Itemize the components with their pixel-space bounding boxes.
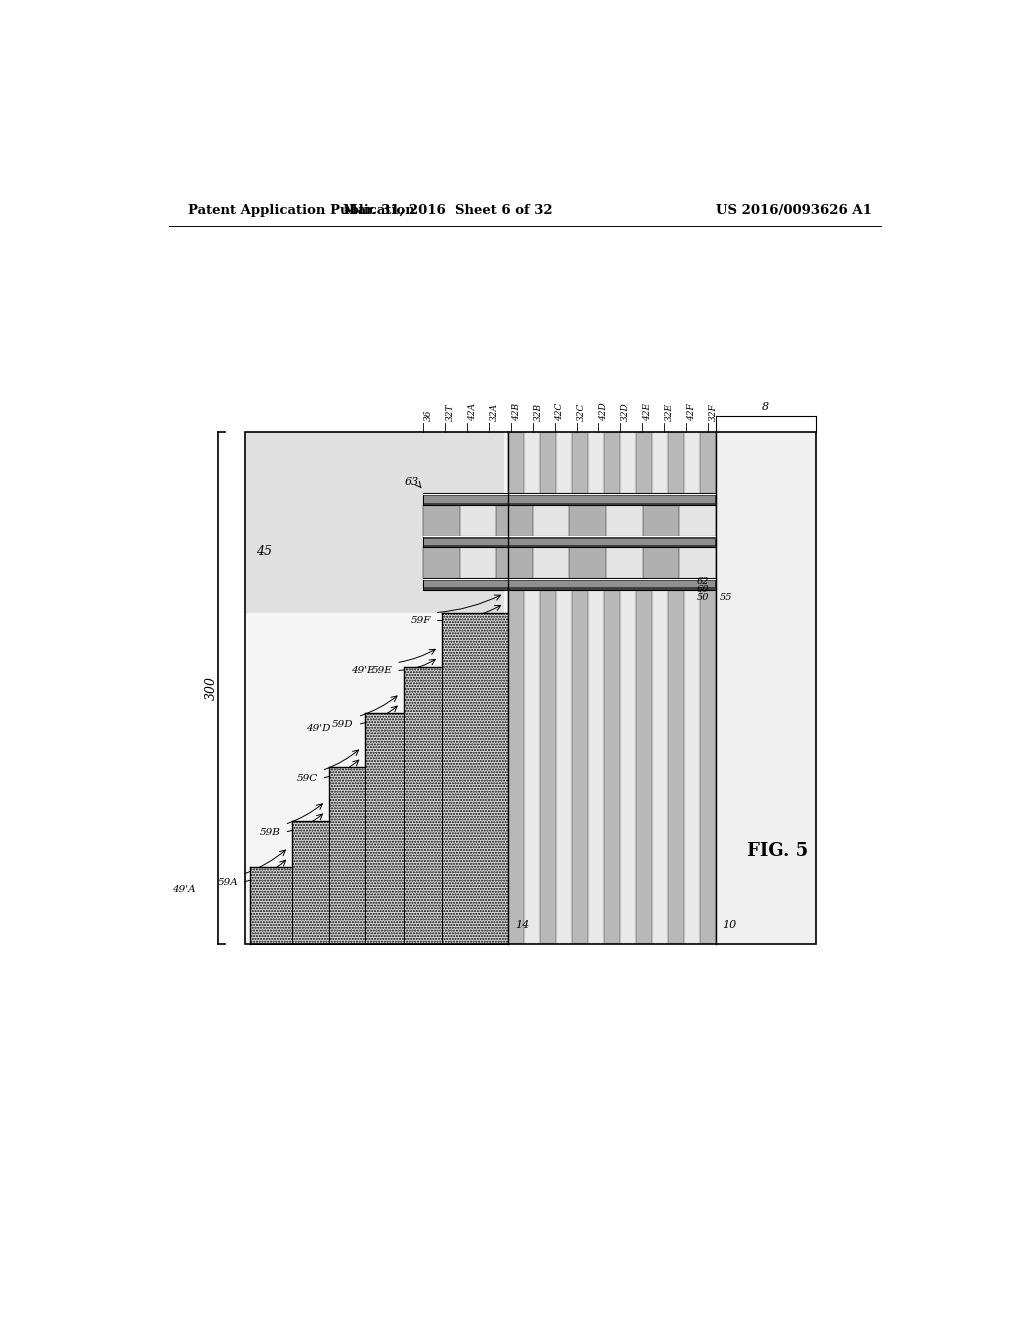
- Bar: [423, 494, 716, 506]
- Text: 49'D: 49'D: [306, 723, 331, 733]
- Bar: [442, 612, 508, 944]
- Text: 59E: 59E: [372, 667, 392, 675]
- Text: 42E: 42E: [643, 403, 652, 421]
- Text: 42F: 42F: [687, 403, 696, 421]
- Text: 32C: 32C: [578, 403, 587, 421]
- Bar: [292, 821, 330, 944]
- Text: 55: 55: [720, 593, 732, 602]
- Text: FIG. 5: FIG. 5: [746, 842, 808, 861]
- Bar: [424, 539, 715, 545]
- Bar: [245, 432, 508, 944]
- Text: 60: 60: [697, 585, 710, 594]
- Text: Mar. 31, 2016  Sheet 6 of 32: Mar. 31, 2016 Sheet 6 of 32: [343, 205, 553, 218]
- Bar: [508, 432, 524, 944]
- Text: 36: 36: [424, 409, 433, 421]
- Bar: [423, 548, 460, 578]
- Bar: [679, 506, 716, 536]
- Bar: [652, 432, 668, 944]
- Text: 32B: 32B: [534, 403, 543, 421]
- Bar: [366, 713, 403, 944]
- Bar: [403, 667, 442, 944]
- Bar: [684, 432, 699, 944]
- Bar: [497, 506, 532, 536]
- Bar: [643, 548, 679, 578]
- Bar: [245, 432, 816, 944]
- Text: 32A: 32A: [489, 403, 499, 421]
- Text: 8: 8: [762, 401, 769, 412]
- Text: 32D: 32D: [622, 403, 630, 421]
- Text: 300: 300: [205, 676, 218, 700]
- Bar: [679, 548, 716, 578]
- Bar: [556, 432, 571, 944]
- Text: 32T: 32T: [445, 404, 455, 421]
- Bar: [423, 578, 716, 590]
- Text: 32E: 32E: [665, 403, 674, 421]
- Text: 59B: 59B: [260, 828, 281, 837]
- Bar: [699, 432, 716, 944]
- Bar: [571, 432, 588, 944]
- Bar: [532, 548, 569, 578]
- Text: 63: 63: [406, 478, 419, 487]
- Text: 42C: 42C: [555, 403, 564, 421]
- Bar: [424, 581, 715, 587]
- Text: 50: 50: [697, 593, 710, 602]
- Bar: [540, 432, 556, 944]
- Text: 42B: 42B: [512, 403, 520, 421]
- Text: 62: 62: [697, 577, 710, 586]
- Bar: [606, 506, 643, 536]
- Bar: [532, 506, 569, 536]
- Text: 59C: 59C: [296, 774, 317, 783]
- Bar: [424, 496, 715, 503]
- Bar: [460, 548, 497, 578]
- Bar: [423, 536, 716, 548]
- Bar: [668, 432, 684, 944]
- Text: 42A: 42A: [468, 403, 477, 421]
- Bar: [636, 432, 652, 944]
- Text: 49'E: 49'E: [351, 667, 375, 675]
- Bar: [524, 432, 540, 944]
- Bar: [330, 767, 366, 944]
- Text: 59D: 59D: [332, 719, 354, 729]
- FancyArrowPatch shape: [712, 583, 714, 586]
- Bar: [569, 548, 606, 578]
- Text: Patent Application Publication: Patent Application Publication: [188, 205, 415, 218]
- Bar: [606, 548, 643, 578]
- Text: 10: 10: [722, 920, 736, 929]
- Bar: [497, 548, 532, 578]
- Bar: [460, 506, 497, 536]
- Bar: [643, 506, 679, 536]
- Bar: [620, 432, 636, 944]
- Text: 42D: 42D: [599, 403, 608, 421]
- Bar: [588, 432, 604, 944]
- Bar: [716, 432, 816, 944]
- Text: US 2016/0093626 A1: US 2016/0093626 A1: [716, 205, 871, 218]
- Bar: [423, 506, 460, 536]
- Bar: [250, 867, 292, 944]
- Bar: [245, 432, 504, 612]
- Text: 45: 45: [256, 545, 272, 557]
- Text: 59F: 59F: [411, 616, 431, 624]
- Text: 49'A: 49'A: [172, 886, 196, 895]
- Text: 59A: 59A: [218, 878, 239, 887]
- Bar: [604, 432, 620, 944]
- Text: 32F: 32F: [709, 403, 718, 421]
- Bar: [569, 506, 606, 536]
- Text: 14: 14: [515, 920, 529, 929]
